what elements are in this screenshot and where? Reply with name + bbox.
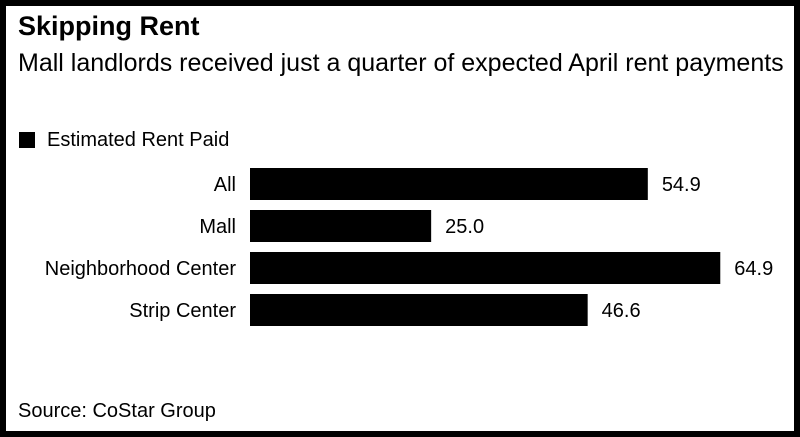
category-label: Mall <box>199 216 236 238</box>
chart-panel: Skipping Rent Mall landlords received ju… <box>6 6 794 431</box>
chart-source: Source: CoStar Group <box>18 400 216 422</box>
bar <box>250 252 721 284</box>
category-label: All <box>214 174 236 196</box>
chart-legend: Estimated Rent Paid <box>19 128 229 152</box>
value-label: 25.0 <box>445 216 484 238</box>
bar <box>250 294 588 326</box>
bar <box>250 168 648 200</box>
chart-subtitle: Mall landlords received just a quarter o… <box>18 49 784 77</box>
category-label: Strip Center <box>129 300 236 322</box>
chart-title: Skipping Rent <box>18 11 200 41</box>
value-label: 64.9 <box>734 258 773 280</box>
bar-chart: All 54.9 Mall 25.0 Neighborhood Center 64.9 St… <box>45 168 773 326</box>
legend-swatch <box>19 132 35 148</box>
bars-group: All 54.9 Mall 25.0 Neighborhood Center 64.9 St… <box>45 168 773 326</box>
category-label: Neighborhood Center <box>45 258 237 280</box>
bar <box>250 210 432 242</box>
legend-label: Estimated Rent Paid <box>47 129 230 151</box>
value-label: 54.9 <box>662 174 701 196</box>
value-label: 46.6 <box>602 300 641 322</box>
